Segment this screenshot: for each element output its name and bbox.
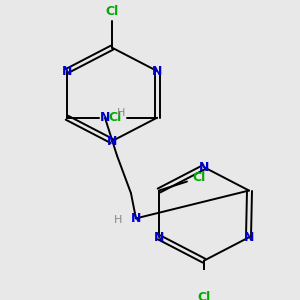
Text: Cl: Cl	[105, 5, 119, 18]
Text: N: N	[152, 64, 162, 77]
Text: Cl: Cl	[108, 111, 122, 124]
Text: Cl: Cl	[197, 291, 211, 300]
Text: N: N	[244, 231, 254, 244]
Text: N: N	[199, 161, 209, 174]
Text: N: N	[154, 231, 164, 244]
Text: N: N	[107, 135, 117, 148]
Text: H: H	[114, 215, 122, 225]
Text: H: H	[117, 108, 125, 118]
Text: N: N	[131, 212, 141, 225]
Text: N: N	[100, 111, 110, 124]
Text: Cl: Cl	[192, 171, 206, 184]
Text: N: N	[62, 64, 72, 77]
